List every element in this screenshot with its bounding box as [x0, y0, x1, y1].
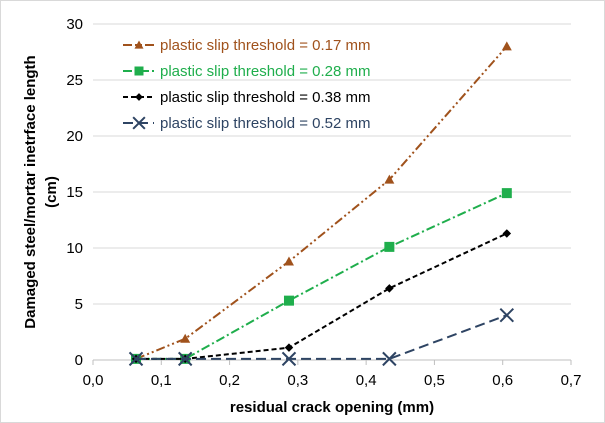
y-tick-label: 5 [75, 296, 83, 313]
data-point-marker [501, 188, 512, 199]
legend-label: plastic slip threshold = 0.17 mm [160, 37, 371, 54]
x-tick-label: 0,1 [151, 372, 172, 389]
y-tick-label: 30 [66, 16, 83, 33]
data-point-marker [281, 351, 297, 367]
axis-labels: residual crack opening (mm) Damaged steel… [22, 55, 434, 416]
x-tick-label: 0,3 [287, 372, 308, 389]
legend: plastic slip threshold = 0.17 mm plastic … [123, 37, 371, 132]
x-tick-label: 0,5 [424, 372, 445, 389]
x-tick-label: 0,7 [561, 372, 582, 389]
series-3 [131, 229, 512, 364]
legend-label: plastic slip threshold = 0.28 mm [160, 63, 371, 80]
data-point-marker [128, 351, 144, 367]
y-tick-label: 0 [75, 352, 83, 369]
series-line [136, 314, 508, 360]
data-point-marker [384, 174, 395, 184]
axes: 0 5 10 15 20 25 30 0,0 0,1 0,2 0,3 0,4 0,5 0,6 0,7 [66, 16, 581, 389]
x-tick-label: 0,6 [492, 372, 513, 389]
y-tick-label: 10 [66, 240, 83, 257]
y-axis-title-unit: (cm) [43, 176, 60, 208]
series-group [128, 41, 515, 367]
data-point-marker [177, 351, 193, 367]
data-point-marker [385, 284, 394, 293]
legend-label: plastic slip threshold = 0.38 mm [160, 89, 371, 106]
data-point-marker [382, 351, 397, 367]
y-tick-label: 20 [66, 128, 83, 145]
y-tick-label: 25 [66, 72, 83, 89]
x-tick-label: 0,0 [83, 372, 104, 389]
series-4 [128, 307, 515, 367]
y-axis-title: Damaged steel/mortar inetrface length [22, 55, 39, 328]
legend-label: plastic slip threshold = 0.52 mm [160, 115, 371, 132]
data-point-marker [180, 333, 191, 343]
data-point-marker [501, 41, 512, 51]
legend-item-2: plastic slip threshold = 0.28 mm [123, 63, 371, 80]
x-axis-title: residual crack opening (mm) [230, 399, 434, 416]
data-point-marker [132, 116, 146, 130]
data-point-marker [499, 307, 515, 323]
data-point-marker [135, 93, 143, 101]
data-point-marker [134, 66, 144, 76]
y-tick-label: 15 [66, 184, 83, 201]
data-point-marker [284, 343, 294, 352]
data-point-marker [502, 229, 512, 238]
data-point-marker [283, 295, 294, 306]
x-tick-label: 0,2 [219, 372, 240, 389]
data-point-marker [384, 241, 395, 252]
series-line [136, 232, 508, 360]
series-line [136, 192, 508, 360]
legend-item-4: plastic slip threshold = 0.52 mm [123, 115, 371, 132]
data-point-marker [283, 256, 294, 266]
data-point-marker [134, 40, 144, 49]
x-tick-label: 0,4 [356, 372, 377, 389]
legend-item-3: plastic slip threshold = 0.38 mm [123, 89, 371, 106]
legend-item-1: plastic slip threshold = 0.17 mm [123, 37, 371, 54]
gridlines [93, 23, 571, 305]
